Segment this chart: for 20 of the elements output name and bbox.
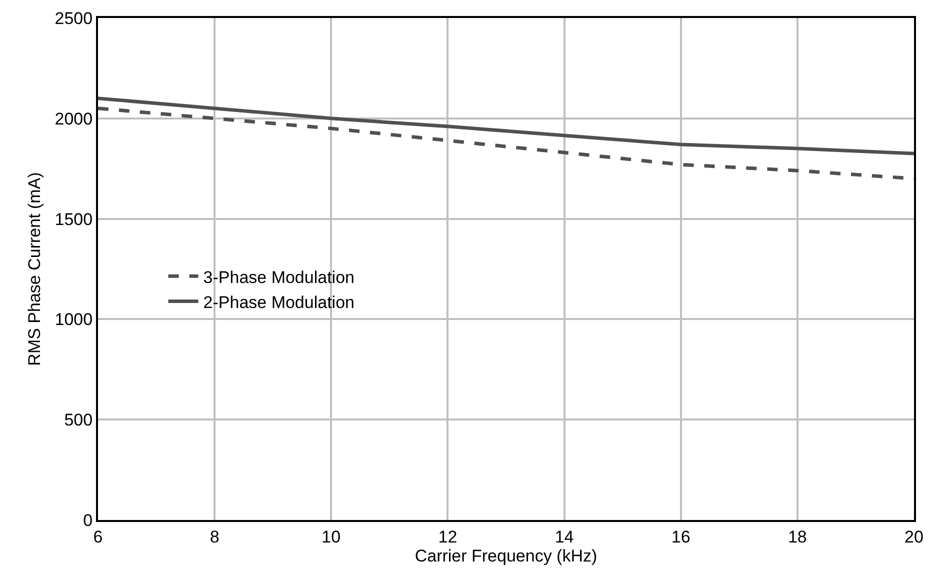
y-axis-title: RMS Phase Current (mA) [24, 172, 44, 366]
y-tick-label: 500 [64, 410, 93, 430]
x-tick-label: 6 [93, 527, 103, 546]
x-tick-label: 14 [554, 527, 574, 546]
y-tick-label: 2500 [54, 8, 93, 28]
x-tick-label: 12 [438, 527, 458, 546]
x-tick-label: 16 [671, 527, 690, 546]
y-tick-label: 0 [83, 510, 93, 530]
x-tick-label: 20 [904, 527, 924, 546]
legend-label: 2-Phase Modulation [203, 292, 354, 312]
x-tick-label: 8 [210, 527, 220, 546]
line-series [98, 106, 914, 180]
x-tick-label: 10 [322, 527, 341, 546]
x-tick-label: 18 [788, 527, 807, 546]
legend-label: 3-Phase Modulation [203, 268, 354, 287]
y-tick-label: 2000 [54, 109, 93, 128]
x-axis-title: Carrier Frequency (kHz) [414, 546, 598, 566]
y-tick-label: 1000 [54, 310, 93, 330]
y-tick-label: 1500 [54, 210, 93, 229]
line-series [98, 96, 914, 156]
